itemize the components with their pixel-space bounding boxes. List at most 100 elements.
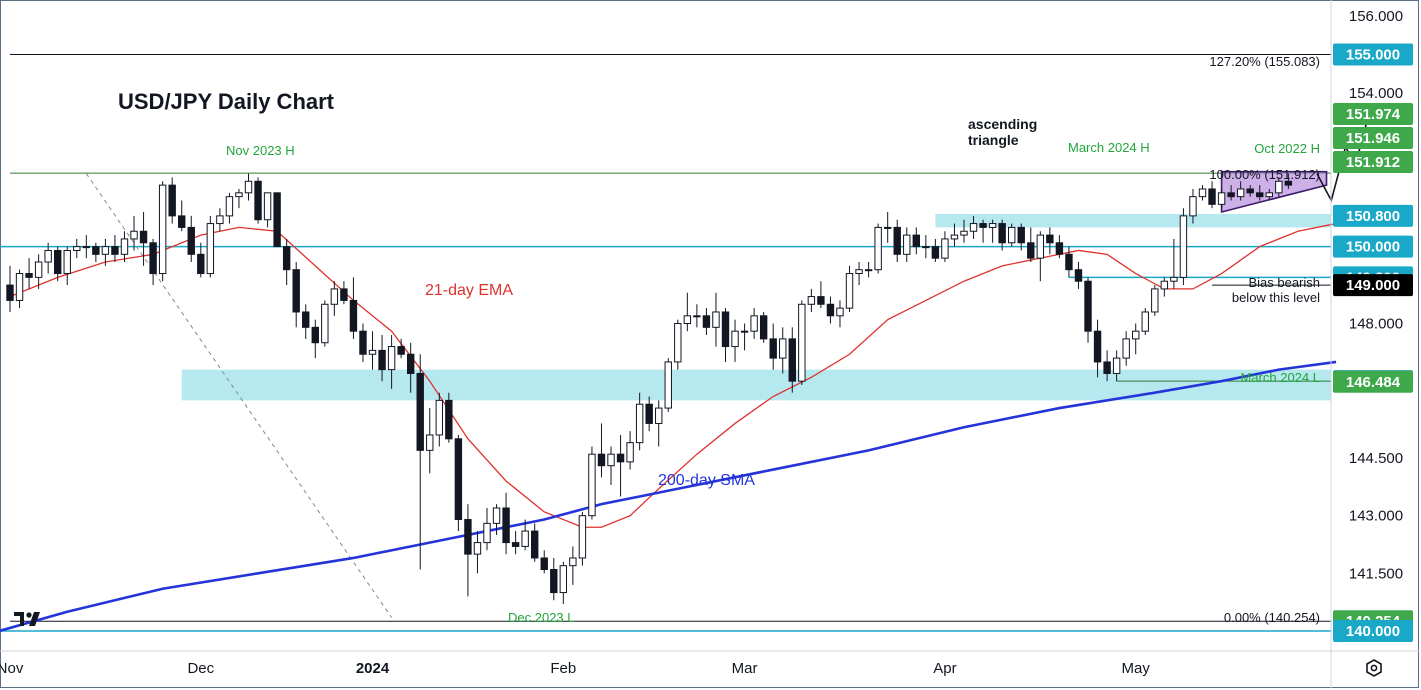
candle-body [149,242,157,275]
candle-body [73,246,81,251]
candle [588,446,596,520]
candle [101,238,110,266]
candle-body [817,296,825,305]
candle-body [759,315,768,340]
candle-body [683,315,692,324]
candle [1055,235,1064,259]
candle [550,557,558,601]
candle [445,392,453,443]
candle-body [254,180,262,221]
candle-body [63,249,71,275]
candle-body [378,349,386,371]
candle [597,423,606,478]
candle-body [836,307,844,317]
price-badge [1333,151,1413,173]
x-tick-label: Nov [0,660,24,677]
candle-body [1093,330,1102,363]
candle [1103,350,1111,382]
candle-body [616,453,625,463]
candle-body [855,269,863,275]
candle [883,212,892,243]
candle [626,431,634,470]
price-badge [1333,370,1413,393]
candle [216,208,224,232]
candle-body [550,569,558,594]
candle [1132,323,1140,355]
candle-body [168,184,176,217]
candle [158,181,167,282]
candle [559,561,568,605]
candle [540,550,548,574]
price-badge [1333,127,1413,149]
candle-body [540,557,548,570]
candle [1046,227,1054,255]
candle-body [25,273,33,278]
candle-body [1046,234,1054,244]
zone-rect [935,213,1331,228]
price-badge-label: 150.000 [1346,239,1400,256]
march-low-label: March 2024 L [1241,370,1321,385]
candle-body [321,303,329,344]
candle [931,238,940,262]
price-badges: 155.000 151.974 151.946 151.912 150.800 150.0… [1333,43,1413,642]
candle [607,446,615,485]
candle-body [1084,280,1092,332]
candle [1170,238,1178,289]
candle-body [988,223,997,228]
candle-body [788,338,796,382]
fib-low-label: 0.00% (140.254) [1224,610,1320,625]
candle [664,358,672,412]
candle-body [1074,269,1083,282]
x-tick-label: May [1122,660,1151,677]
price-badge-label: 150.800 [1346,208,1400,225]
candle-body [1141,311,1149,332]
candle-body [922,246,930,249]
candle [702,308,711,336]
candle-body [607,453,615,467]
candle [912,227,920,255]
candle [397,338,405,359]
candle [693,304,701,328]
candle-body [712,311,720,328]
candle-body [406,353,415,374]
candle [1198,185,1207,201]
candle-body [130,230,138,240]
candle [378,335,386,382]
candle-body [845,273,854,309]
candle [282,238,291,286]
candle-body [1256,192,1264,198]
x-axis-ticks: Nov Dec 2024 Feb Mar Apr May [0,660,1150,677]
candle [416,354,424,570]
candle [988,219,997,243]
y-tick-label: 144.500 [1349,450,1403,467]
candle [740,323,749,351]
candle-body [1179,215,1188,278]
series-line [0,360,1337,633]
candle-body [693,315,701,318]
candle [454,434,463,532]
candle [903,227,911,262]
candle [635,392,644,451]
candle-body [34,261,43,278]
candle [807,288,816,312]
candle [874,223,882,274]
candle [73,238,81,259]
candle [225,192,234,224]
candle-body [1189,196,1197,217]
settings-icon[interactable] [1366,659,1382,677]
chart-annotations: USD/JPY Daily Chart 127.20% (155.083) 10… [118,54,1320,625]
candle-body [445,399,453,440]
zone-rect [181,369,1332,401]
march-high-label: March 2024 H [1068,140,1150,155]
candle [168,177,176,224]
candle-body [197,253,205,275]
candle-body [340,288,348,301]
y-tick-label: 143.000 [1349,508,1403,525]
candle [864,262,873,278]
y-tick-label: 154.000 [1349,85,1403,102]
candle-body [1160,280,1169,290]
candle [406,342,415,393]
candle-body [311,326,319,344]
candle-body [464,519,472,555]
